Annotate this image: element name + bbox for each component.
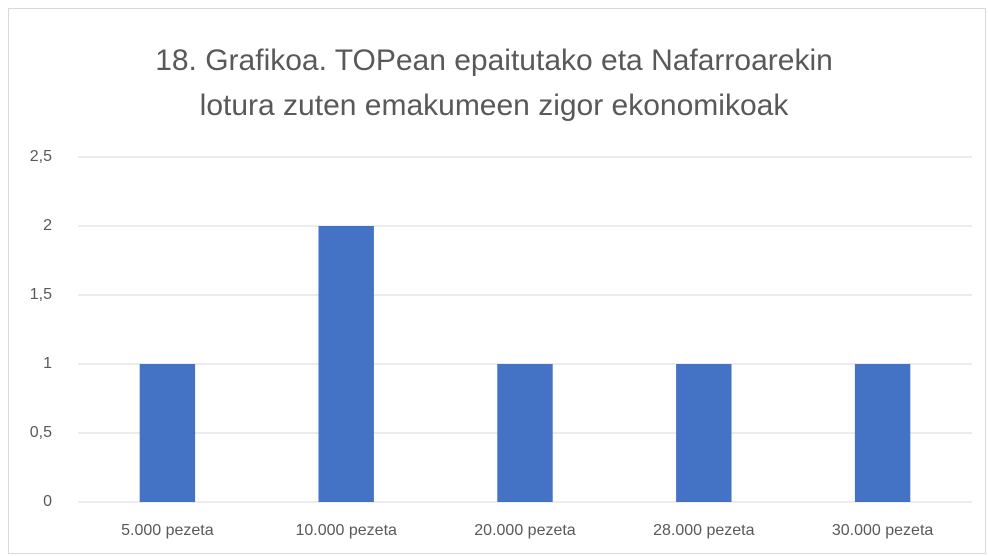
y-tick-label: 2,5 bbox=[30, 148, 52, 165]
bar bbox=[854, 364, 911, 502]
y-tick-label: 1,5 bbox=[30, 286, 52, 303]
bar bbox=[497, 364, 553, 502]
y-tick-label: 1 bbox=[43, 355, 52, 372]
x-tick-label: 28.000 pezeta bbox=[653, 522, 755, 539]
y-tick-label: 2 bbox=[43, 217, 52, 234]
bar bbox=[318, 226, 374, 502]
x-tick-label: 10.000 pezeta bbox=[295, 522, 397, 539]
bar bbox=[139, 364, 196, 502]
y-tick-label: 0 bbox=[43, 493, 52, 510]
x-tick-label: 5.000 pezeta bbox=[121, 522, 214, 539]
x-tick-label: 20.000 pezeta bbox=[474, 522, 576, 539]
bar bbox=[676, 364, 732, 502]
y-tick-label: 0,5 bbox=[30, 424, 52, 441]
x-tick-label: 30.000 pezeta bbox=[832, 522, 934, 539]
chart-title: 18. Grafikoa. TOPean epaitutako eta Nafa… bbox=[155, 44, 833, 122]
